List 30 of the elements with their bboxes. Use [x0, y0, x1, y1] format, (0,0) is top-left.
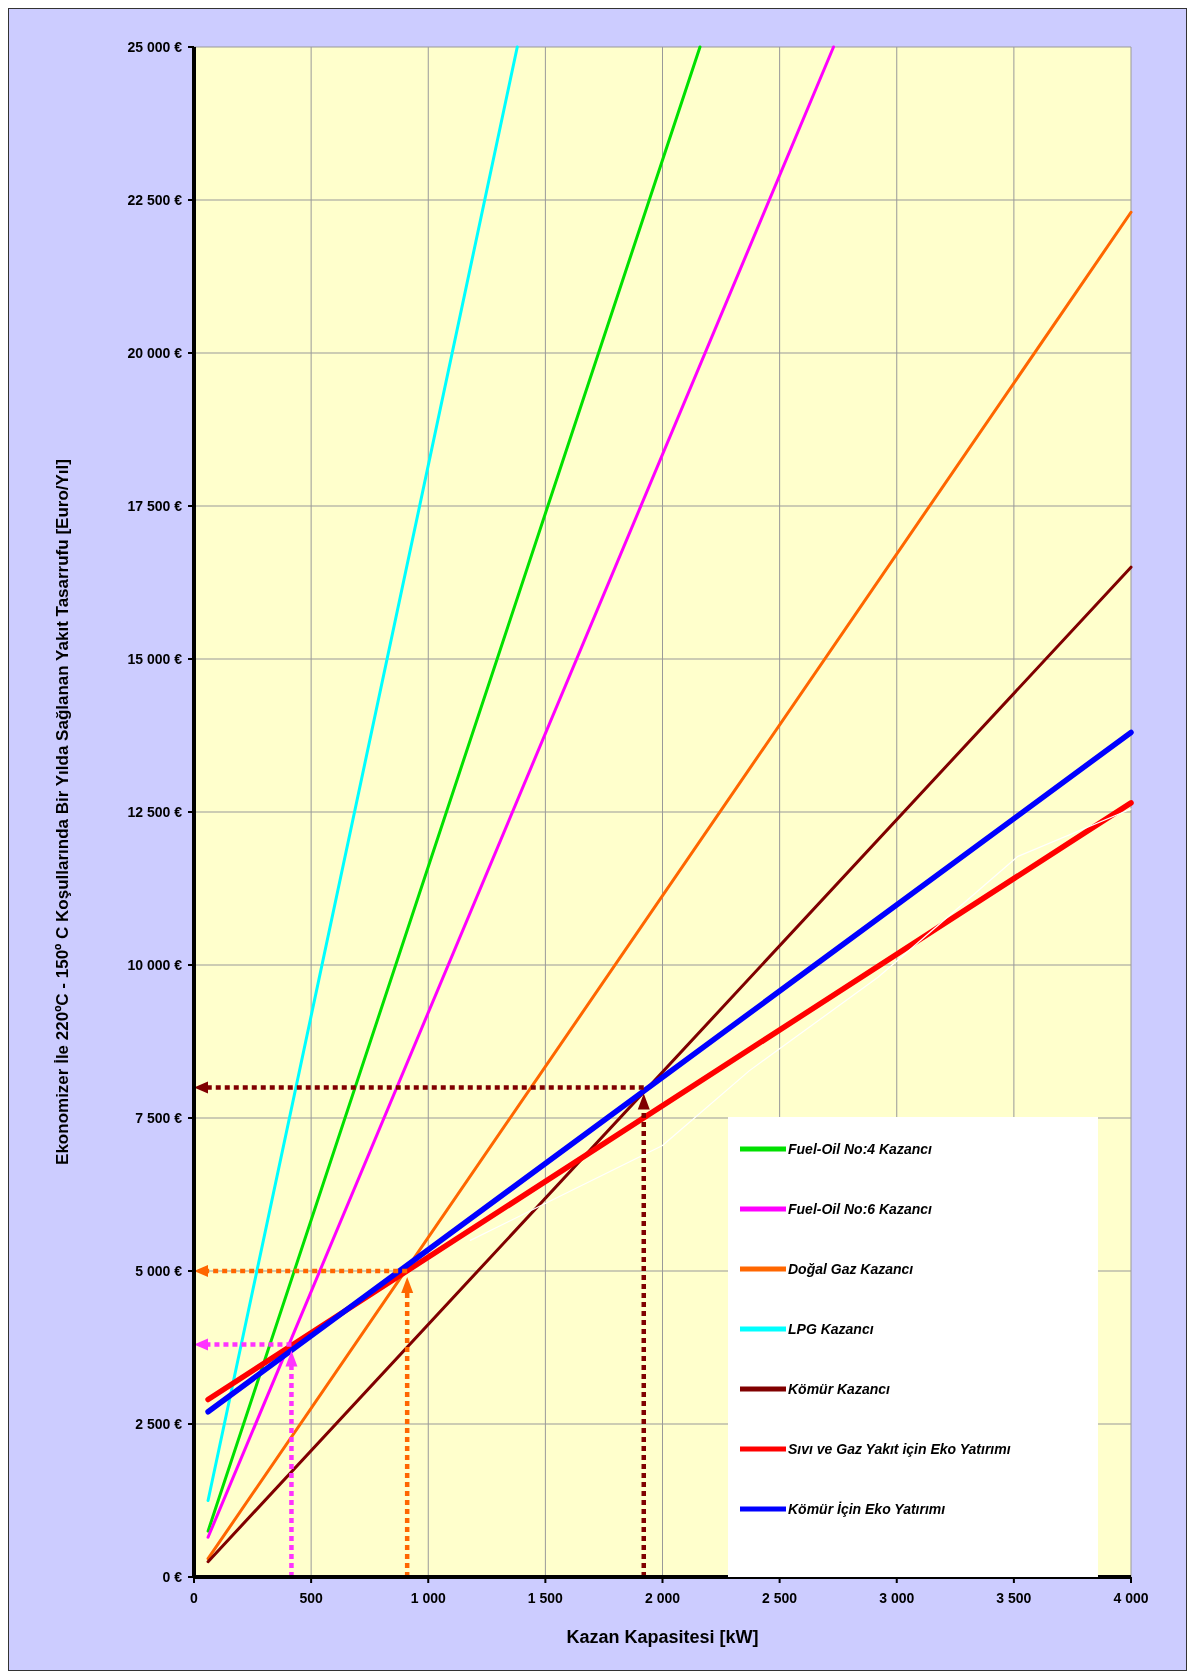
y-tick-label: 12 500 € — [127, 804, 183, 820]
line-series — [469, 808, 1132, 1241]
y-tick-label: 17 500 € — [127, 498, 183, 514]
legend-label: Doğal Gaz Kazancı — [788, 1261, 914, 1277]
legend-label: Fuel-Oil No:4 Kazancı — [788, 1141, 933, 1157]
x-tick-label: 3 500 — [996, 1590, 1032, 1606]
x-tick-label: 1 000 — [410, 1590, 446, 1606]
y-tick-label: 5 000 € — [135, 1263, 183, 1279]
legend-label: LPG Kazancı — [788, 1321, 874, 1337]
x-tick-label: 2 000 — [644, 1590, 681, 1606]
legend-label: Kömür İçin Eko Yatırımı — [788, 1501, 946, 1517]
y-tick-label: 10 000 € — [127, 957, 183, 973]
x-tick-label: 0 — [190, 1590, 199, 1606]
x-tick-label: 1 500 — [527, 1590, 564, 1606]
y-axis-title: Ekonomizer İle 220ºC - 150º C Koşullarında Bir Yılda Sağlanan Yakıt Tasarrufu [Euro/Yıl] — [53, 459, 72, 1165]
y-tick-label: 15 000 € — [127, 651, 183, 667]
y-tick-label: 25 000 € — [127, 39, 183, 55]
x-tick-label: 4 000 — [1113, 1590, 1149, 1606]
y-tick-label: 0 € — [162, 1569, 183, 1585]
y-tick-label: 2 500 € — [135, 1416, 183, 1432]
x-tick-label: 3 000 — [879, 1590, 915, 1606]
y-tick-label: 22 500 € — [127, 192, 183, 208]
legend-label: Sıvı ve Gaz Yakıt için Eko Yatırımı — [788, 1441, 1011, 1457]
legend-label: Fuel-Oil No:6 Kazancı — [788, 1201, 933, 1217]
x-axis-title: Kazan Kapasitesi [kW] — [566, 1627, 759, 1647]
y-tick-label: 20 000 € — [127, 345, 183, 361]
x-tick-label: 2 500 — [762, 1590, 798, 1606]
y-tick-label: 7 500 € — [135, 1110, 183, 1126]
legend-label: Kömür Kazancı — [788, 1381, 891, 1397]
x-tick-label: 500 — [299, 1590, 324, 1606]
